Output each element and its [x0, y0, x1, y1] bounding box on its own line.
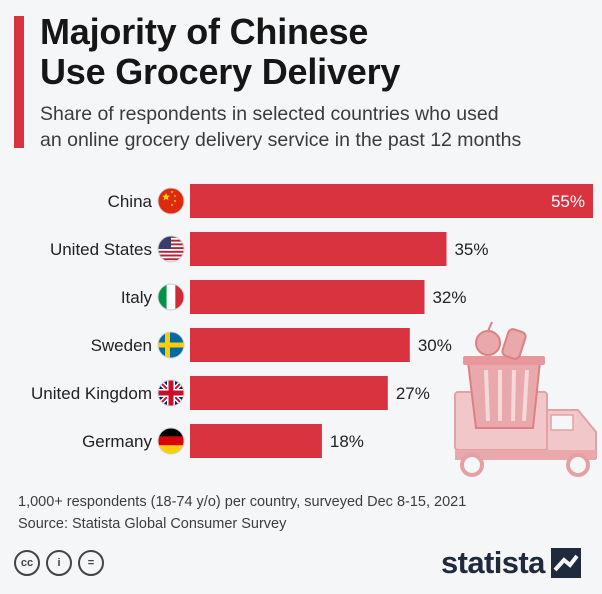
brand-name: statista [441, 545, 545, 580]
license-icons: cc i = [14, 550, 104, 576]
source-note: Source: Statista Global Consumer Survey [18, 516, 287, 532]
statista-logo-icon [550, 548, 581, 578]
no-derivatives-icon[interactable]: = [78, 550, 104, 576]
category-label: Germany [82, 432, 152, 451]
category-label: Sweden [91, 336, 152, 355]
value-label: 18% [330, 432, 364, 451]
title-line-2: Use Grocery Delivery [40, 51, 401, 92]
value-label: 55% [551, 192, 585, 211]
value-label: 27% [396, 384, 430, 403]
bar [190, 424, 322, 458]
category-label: Italy [121, 288, 153, 307]
bar-chart: China 55% United States 35% Italy 32% Sweden 30… [31, 184, 597, 477]
title-accent-bar [14, 16, 24, 148]
china-flag-icon [157, 187, 185, 215]
cc-icon[interactable]: cc [14, 550, 40, 576]
sweden-flag-icon [157, 331, 185, 359]
chart-subtitle: Share of respondents in selected countri… [40, 101, 580, 153]
chart-title: Majority of Chinese Use Grocery Delivery [40, 12, 400, 92]
subtitle-line-1: Share of respondents in selected countri… [40, 103, 499, 125]
bar [190, 328, 410, 362]
value-label: 35% [454, 240, 488, 259]
category-label: China [108, 192, 153, 211]
usa-flag-icon [157, 235, 185, 263]
title-line-1: Majority of Chinese [40, 11, 369, 52]
statista-logo[interactable]: statista [441, 545, 581, 581]
attribution-icon[interactable]: i [46, 550, 72, 576]
bar [190, 280, 425, 314]
bar [190, 232, 447, 266]
value-label: 30% [418, 336, 452, 355]
uk-flag-icon [157, 379, 185, 407]
bars-group: China 55% United States 35% Italy 32% Sweden 30… [31, 184, 593, 458]
bar [190, 184, 593, 218]
germany-flag-icon [157, 427, 185, 455]
category-label: United States [50, 240, 152, 259]
delivery-truck-illustration [454, 321, 597, 477]
italy-flag-icon [157, 283, 185, 311]
bar [190, 376, 388, 410]
value-label: 32% [432, 288, 466, 307]
subtitle-line-2: an online grocery delivery service in th… [40, 129, 522, 151]
category-label: United Kingdom [31, 384, 152, 403]
footnote: 1,000+ respondents (18-74 y/o) per count… [18, 494, 467, 510]
